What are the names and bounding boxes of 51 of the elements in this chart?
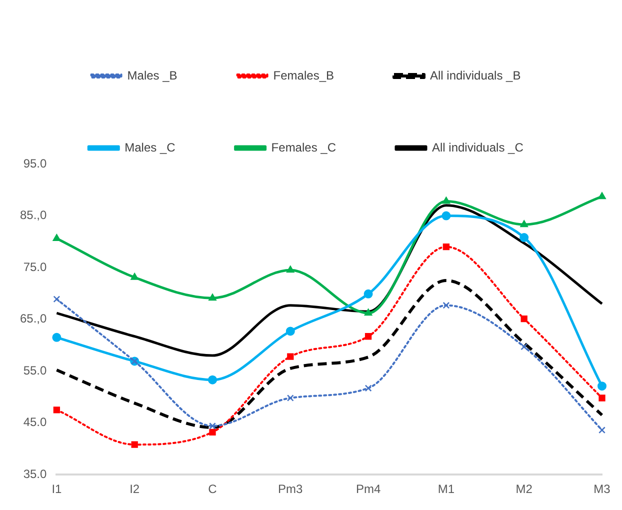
x-tick-label: C [208, 482, 218, 496]
point [598, 192, 606, 200]
y-tick-label: 85.,0 [20, 208, 47, 222]
point [364, 308, 372, 316]
point [442, 211, 451, 220]
point [209, 428, 216, 436]
point [53, 296, 60, 303]
point [364, 289, 373, 298]
point [209, 422, 216, 430]
y-tick-label: 35.0 [23, 466, 48, 481]
x-tick-label: M2 [516, 482, 533, 496]
point [520, 343, 528, 350]
point [53, 406, 60, 414]
legend-label: Males _C [124, 140, 176, 154]
point [442, 196, 450, 204]
x-tick-label: Pm4 [356, 482, 381, 496]
point [130, 272, 139, 280]
point [520, 220, 528, 228]
legend-label: Females_B [273, 68, 334, 82]
point [208, 294, 216, 301]
x-tick-label: I2 [130, 482, 140, 496]
x-tick-label: I1 [52, 482, 62, 496]
point [598, 382, 606, 391]
point [442, 302, 450, 309]
y-tick-label: 75.0 [23, 260, 48, 274]
x-tick-label: Pm3 [278, 482, 304, 496]
y-tick-label: 95.0 [23, 156, 48, 170]
legend-label: All individuals _C [432, 140, 524, 154]
point [598, 394, 606, 402]
point [286, 326, 295, 336]
point [520, 233, 529, 242]
legend-label: Females _C [271, 140, 336, 154]
y-tick-label: 65.,0 [20, 312, 47, 326]
point [286, 394, 294, 402]
point [598, 426, 606, 434]
point [208, 375, 217, 384]
point [52, 332, 62, 342]
legend-label: Males _B [127, 68, 178, 82]
y-tick-label: 45.0 [23, 415, 48, 430]
point [52, 234, 61, 242]
point [287, 353, 294, 360]
y-tick-label: 55.0 [23, 363, 48, 378]
point [286, 266, 294, 273]
x-tick-label: M1 [438, 482, 455, 496]
point [520, 315, 528, 322]
point [131, 441, 138, 448]
x-tick-label: M3 [594, 482, 611, 496]
point [442, 244, 450, 250]
legend-label: All individuals _B [430, 68, 521, 82]
point [364, 333, 372, 340]
point [364, 384, 372, 392]
